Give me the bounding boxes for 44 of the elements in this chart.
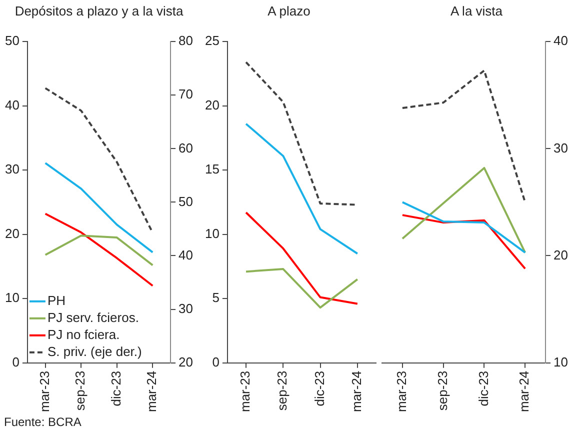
y-tick-label: 25 [204,33,220,48]
y-tick-label: 50 [4,33,20,48]
x-tick-label: dic-23 [476,370,491,406]
y-tick-label: 40 [4,97,20,112]
x-tick-label: mar-24 [516,370,532,412]
x-tick-label: dic-23 [312,370,327,406]
y2-tick-label: 20 [178,354,194,370]
y2-tick-label: 30 [178,300,194,316]
y-tick-label: 10 [4,290,20,306]
y2-tick-label: 40 [554,33,568,48]
chart-title: A la vista [450,3,504,18]
y-tick-label: 20 [4,226,20,241]
legend-label: S. priv. (eje der.) [47,344,142,359]
y2-tick-label: 60 [178,140,194,156]
y2-tick-label: 30 [554,140,568,156]
y2-tick-label: 40 [178,247,194,262]
legend-label: PJ serv. fcieros. [47,310,139,325]
source-note: Fuente: BCRA [4,415,82,429]
line-series [401,70,526,204]
y-tick-label: 0 [212,354,220,370]
y2-tick-label: 70 [178,86,194,102]
y-tick-label: 5 [212,290,220,306]
x-tick-label: mar-23 [238,370,253,412]
y-tick-label: 10 [204,226,220,241]
y2-tick-label: 20 [554,247,568,262]
x-tick-label: mar-24 [349,370,364,412]
legend-label: PJ no fciera. [47,326,120,342]
y2-tick-label: 80 [178,33,194,48]
chart-title: A plazo [268,3,310,18]
y-tick-label: 15 [204,162,220,177]
x-tick-label: sep-23 [72,370,88,411]
y-tick-label: 20 [204,97,220,112]
y2-tick-label: 50 [178,194,194,209]
y2-tick-label: 10 [554,354,568,370]
x-tick-label: mar-23 [394,370,410,412]
x-tick-label: sep-23 [274,370,290,411]
x-tick-label: mar-23 [36,370,52,412]
x-tick-label: mar-24 [144,370,160,412]
y-tick-label: 0 [12,354,20,370]
y-tick-label: 30 [4,162,20,177]
chart-title: Depósitos a plazo y a la vista [14,3,184,18]
x-tick-label: dic-23 [108,370,124,406]
x-tick-label: sep-23 [434,370,450,411]
legend-label: PH [47,292,66,308]
